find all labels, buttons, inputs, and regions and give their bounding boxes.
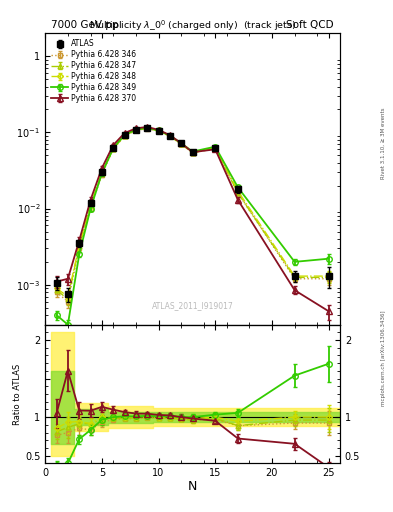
Text: Rivet 3.1.10, ≥ 3M events: Rivet 3.1.10, ≥ 3M events — [381, 108, 386, 179]
Text: 7000 GeV pp: 7000 GeV pp — [51, 20, 119, 30]
X-axis label: N: N — [188, 480, 197, 493]
Title: Multiplicity $\lambda\_0^0$ (charged only)  (track jets): Multiplicity $\lambda\_0^0$ (charged onl… — [89, 18, 296, 33]
Text: mcplots.cern.ch [arXiv:1306.3436]: mcplots.cern.ch [arXiv:1306.3436] — [381, 311, 386, 406]
Legend: ATLAS, Pythia 6.428 346, Pythia 6.428 347, Pythia 6.428 348, Pythia 6.428 349, P: ATLAS, Pythia 6.428 346, Pythia 6.428 34… — [49, 37, 139, 105]
Text: ATLAS_2011_I919017: ATLAS_2011_I919017 — [152, 301, 233, 310]
Text: Soft QCD: Soft QCD — [286, 20, 334, 30]
Y-axis label: Ratio to ATLAS: Ratio to ATLAS — [13, 364, 22, 424]
